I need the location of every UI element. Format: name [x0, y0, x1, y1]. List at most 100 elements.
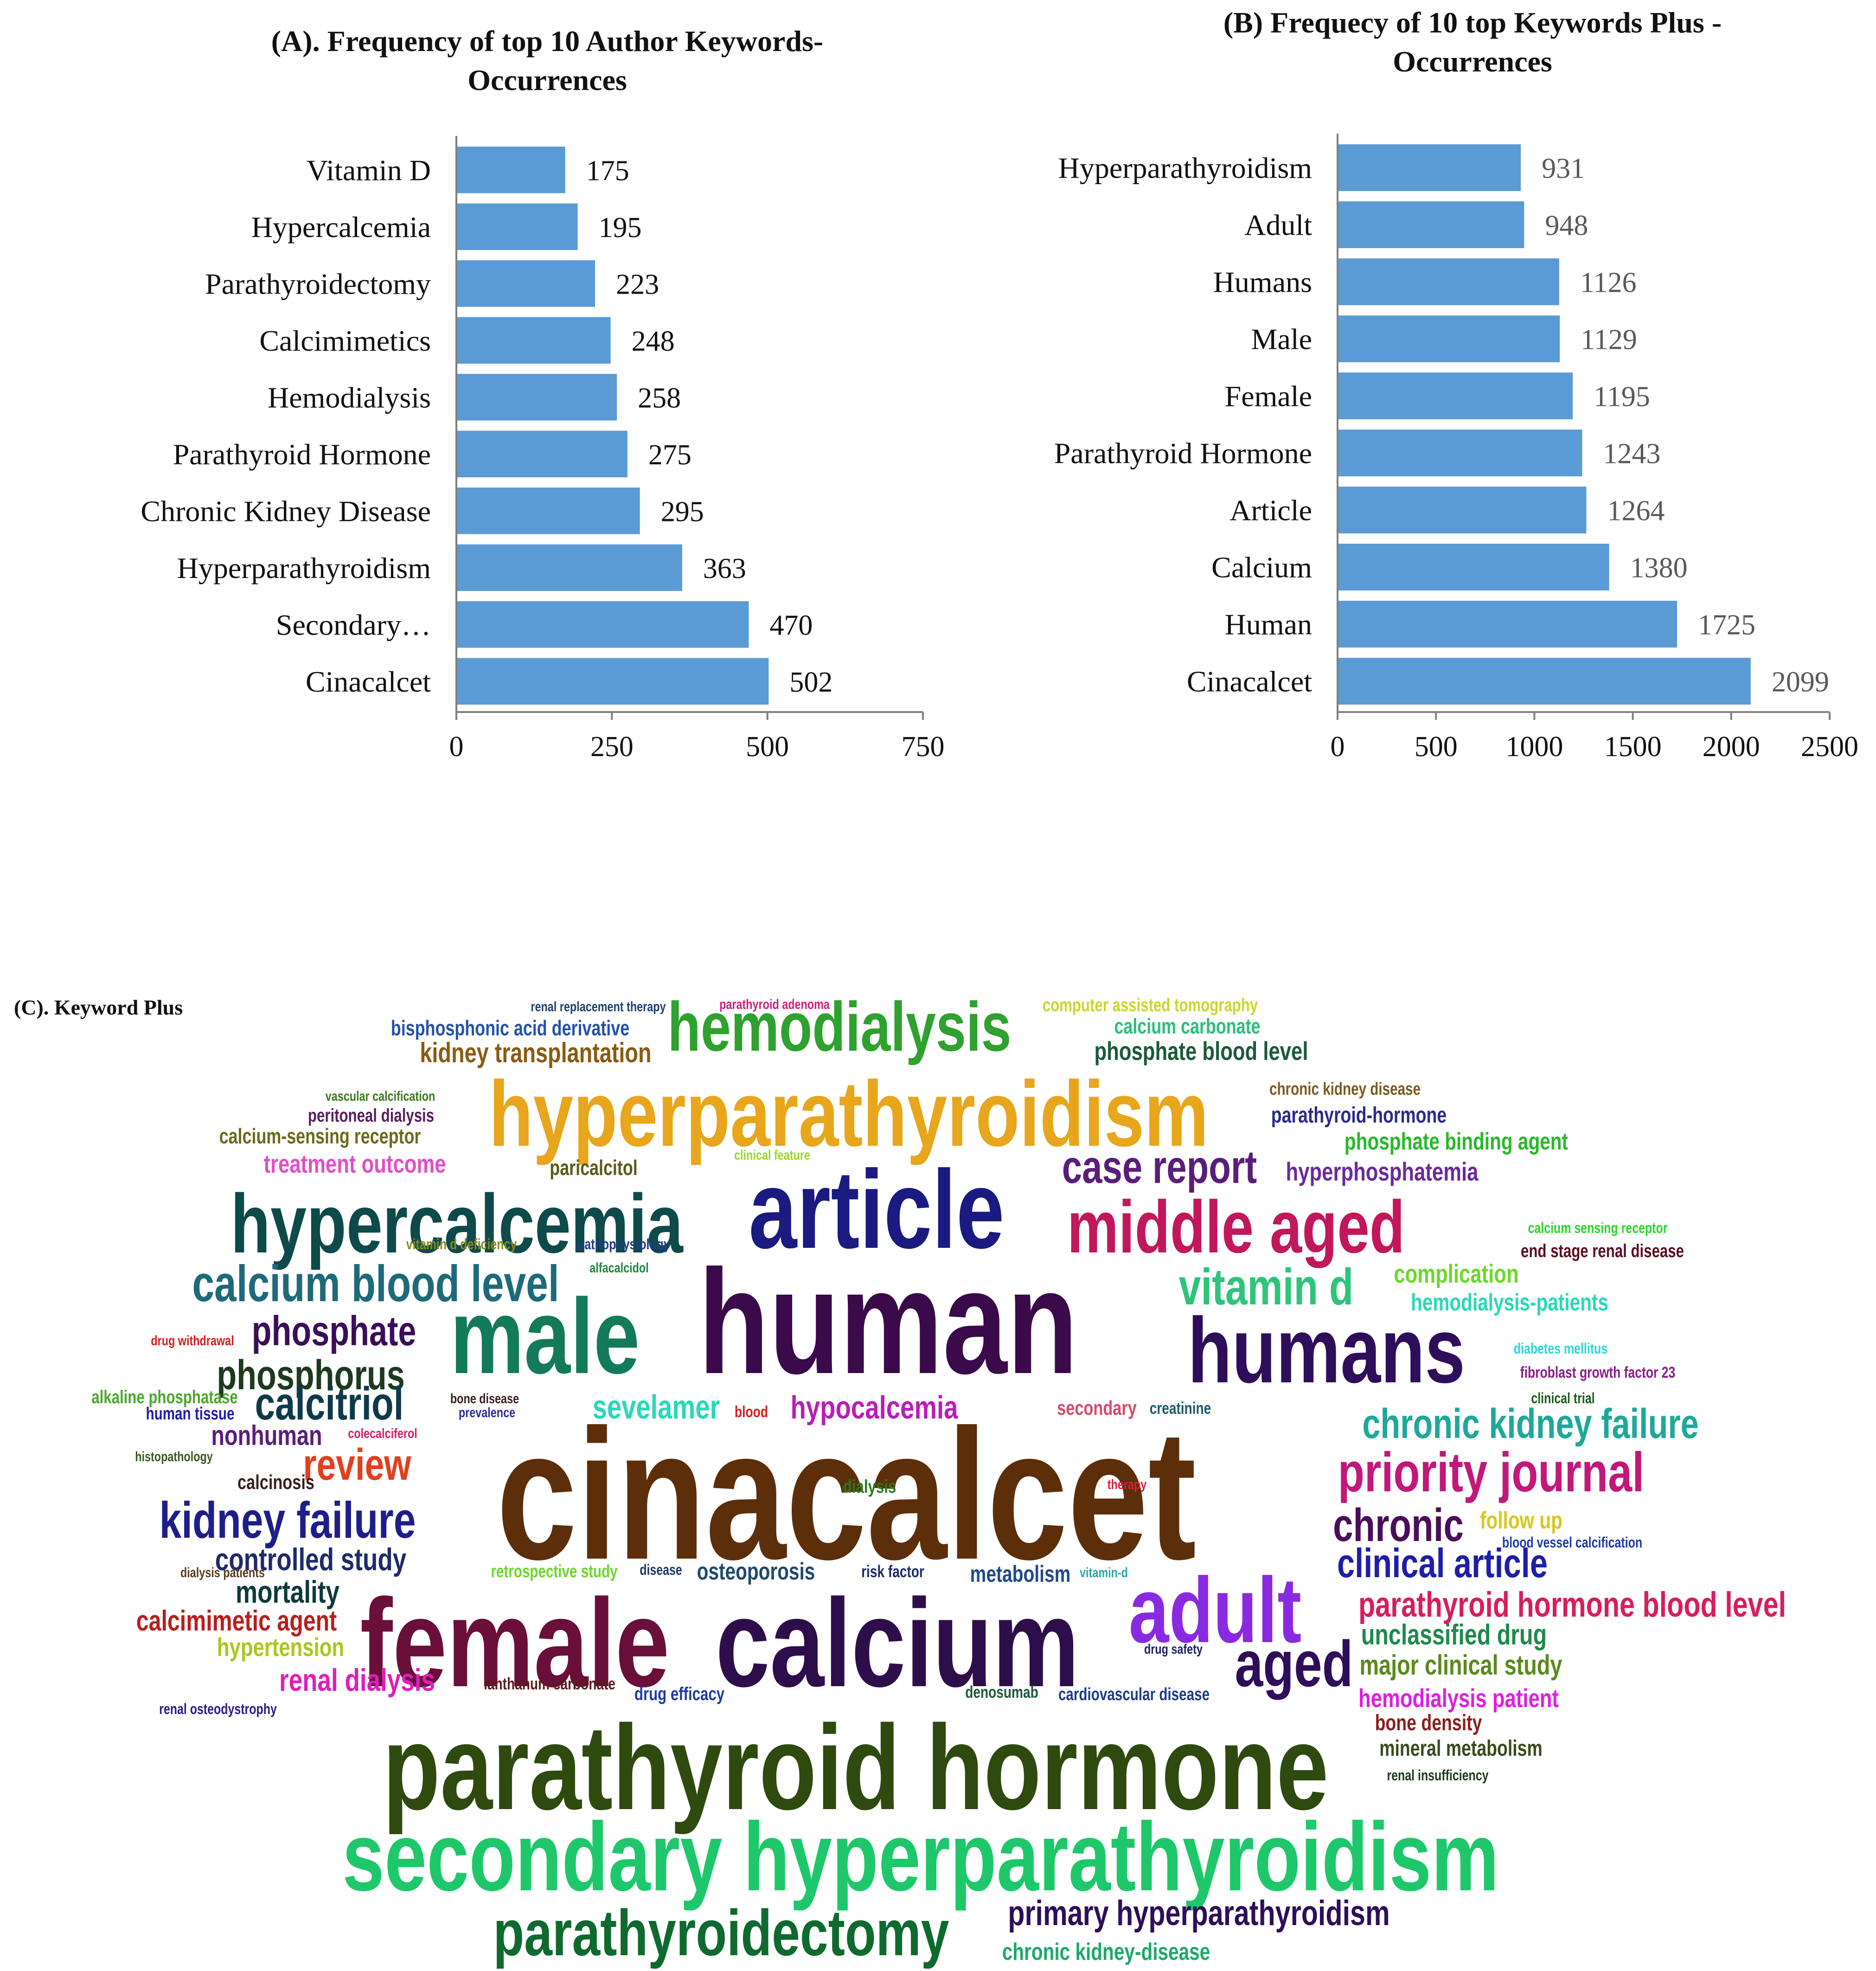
value-label: 1264 [1607, 495, 1665, 527]
bar [1338, 258, 1559, 305]
word-cloud-term: mortality [236, 1574, 339, 1610]
chart-title-line: (A). Frequency of top 10 Author Keywords… [271, 25, 823, 58]
bar [456, 260, 595, 307]
category-label: Parathyroid Hormone [173, 438, 431, 471]
chart-title-line: Occurrences [1393, 45, 1552, 78]
bar [1338, 601, 1678, 648]
bar [456, 374, 617, 421]
word-cloud-term: parathyroid-hormone [1271, 1103, 1447, 1128]
word-cloud-term: drug efficacy [634, 1683, 724, 1704]
bar [1338, 544, 1609, 591]
word-cloud-term: kidney transplantation [420, 1037, 651, 1068]
word-cloud-term: drug safety [1144, 1641, 1203, 1656]
word-cloud-term: fibroblast growth factor 23 [1520, 1364, 1675, 1381]
category-label: Chronic Kidney Disease [141, 494, 431, 527]
word-cloud-term: histopathology [135, 1449, 213, 1464]
word-cloud-term: calcium blood level [192, 1255, 559, 1312]
bar [456, 658, 769, 705]
word-cloud-term: alkaline phosphatase [91, 1387, 237, 1407]
value-label: 2099 [1772, 667, 1829, 698]
word-cloud-term: chronic kidney disease [1269, 1079, 1421, 1099]
word-cloud-term: humans [1188, 1299, 1465, 1402]
value-label: 1126 [1580, 267, 1637, 299]
word-cloud-term: nonhuman [211, 1420, 322, 1451]
word-cloud-term: hypocalcemia [790, 1390, 958, 1426]
word-cloud-title: (C). Keyword Plus [14, 995, 183, 1019]
word-cloud-term: prevalence [459, 1405, 515, 1420]
word-cloud-term: parathyroid adenoma [719, 996, 830, 1012]
word-cloud-term: follow up [1480, 1507, 1562, 1534]
category-label: Humans [1213, 266, 1312, 299]
bar [1338, 201, 1524, 248]
word-cloud-term: male [450, 1276, 640, 1396]
word-cloud-term: priority journal [1338, 1441, 1644, 1503]
x-tick-label: 2500 [1801, 731, 1858, 763]
value-label: 275 [648, 439, 691, 471]
word-cloud-term: hemodialysis [667, 988, 1011, 1066]
value-label: 948 [1545, 210, 1588, 242]
word-cloud-term: parathyroid hormone [383, 1701, 1328, 1835]
word-cloud-term: phosphorus [217, 1352, 404, 1399]
x-tick-label: 500 [1415, 731, 1458, 763]
word-cloud-term: drug withdrawal [151, 1333, 234, 1348]
value-label: 1195 [1594, 381, 1650, 413]
bar [1338, 658, 1751, 705]
word-cloud-term: human [698, 1239, 1078, 1405]
x-tick-label: 1000 [1505, 731, 1563, 763]
word-cloud-term: adult [1129, 1559, 1302, 1662]
x-tick-label: 0 [1331, 731, 1345, 763]
word-cloud-term: review [303, 1440, 411, 1489]
value-label: 1129 [1581, 324, 1637, 356]
word-cloud-term: vitamin d deficiency [406, 1236, 517, 1253]
word-cloud-term: blood [735, 1403, 768, 1421]
value-label: 502 [789, 667, 832, 698]
value-label: 175 [586, 155, 629, 186]
chart-b-keywords-plus: (B) Frequecy of 10 top Keywords Plus - Oc… [1054, 6, 1858, 763]
value-label: 1380 [1630, 552, 1688, 584]
word-cloud-term: dialysis patients [180, 1565, 265, 1580]
word-cloud-term: controlled study [215, 1542, 407, 1577]
word-cloud-term: parathyroidectomy [493, 1896, 949, 1969]
word-cloud-term: calcium [716, 1573, 1079, 1713]
word-cloud-term: osteoporosis [697, 1558, 815, 1585]
word-cloud-term: vitamin d [1179, 1258, 1354, 1316]
bar [456, 317, 611, 364]
word-cloud-term: chronic kidney failure [1362, 1401, 1698, 1447]
word-cloud-term: retrospective study [491, 1562, 617, 1581]
word-cloud-term: middle aged [1067, 1186, 1405, 1268]
bar [1338, 144, 1521, 191]
word-cloud-term: hypercalcemia [230, 1177, 684, 1271]
bar [456, 430, 627, 477]
category-label: Female [1225, 380, 1312, 413]
bar [1338, 372, 1573, 419]
bar [456, 601, 749, 648]
word-cloud-term: clinical trial [1531, 1390, 1594, 1407]
word-cloud-term: renal osteodystrophy [159, 1701, 277, 1718]
word-cloud-term: chronic kidney-disease [1002, 1938, 1210, 1965]
word-cloud-term: blood vessel calcification [1502, 1534, 1642, 1551]
word-cloud-term: hyperphosphatemia [1286, 1157, 1479, 1186]
word-cloud-term: kidney failure [159, 1492, 416, 1549]
word-cloud-term: calcitriol [255, 1378, 404, 1430]
x-tick-label: 0 [449, 731, 464, 763]
word-cloud-term: calcium-sensing receptor [219, 1124, 421, 1148]
word-cloud-term: risk factor [861, 1562, 924, 1581]
word-cloud-term: treatment outcome [263, 1149, 446, 1178]
word-cloud-term: sevelamer [593, 1388, 720, 1425]
word-cloud-term: computer assisted tomography [1043, 995, 1258, 1015]
word-cloud-term: bisphosphonic acid derivative [391, 1016, 629, 1040]
bar [456, 544, 682, 591]
word-cloud-term: peritoneal dialysis [308, 1105, 434, 1126]
category-label: Adult [1244, 209, 1312, 242]
word-cloud-term: primary hyperparathyroidism [1008, 1894, 1389, 1933]
bar [1338, 315, 1560, 362]
word-cloud-term: end stage renal disease [1521, 1240, 1684, 1261]
category-label: Human [1225, 608, 1312, 641]
x-tick-label: 500 [746, 731, 789, 763]
x-tick-label: 2000 [1703, 731, 1760, 763]
word-cloud-term: chronic [1333, 1500, 1464, 1552]
word-cloud-term: clinical article [1337, 1541, 1548, 1586]
bar [1338, 430, 1582, 476]
word-cloud-term: therapy [1108, 1477, 1147, 1492]
value-label: 470 [769, 610, 813, 641]
